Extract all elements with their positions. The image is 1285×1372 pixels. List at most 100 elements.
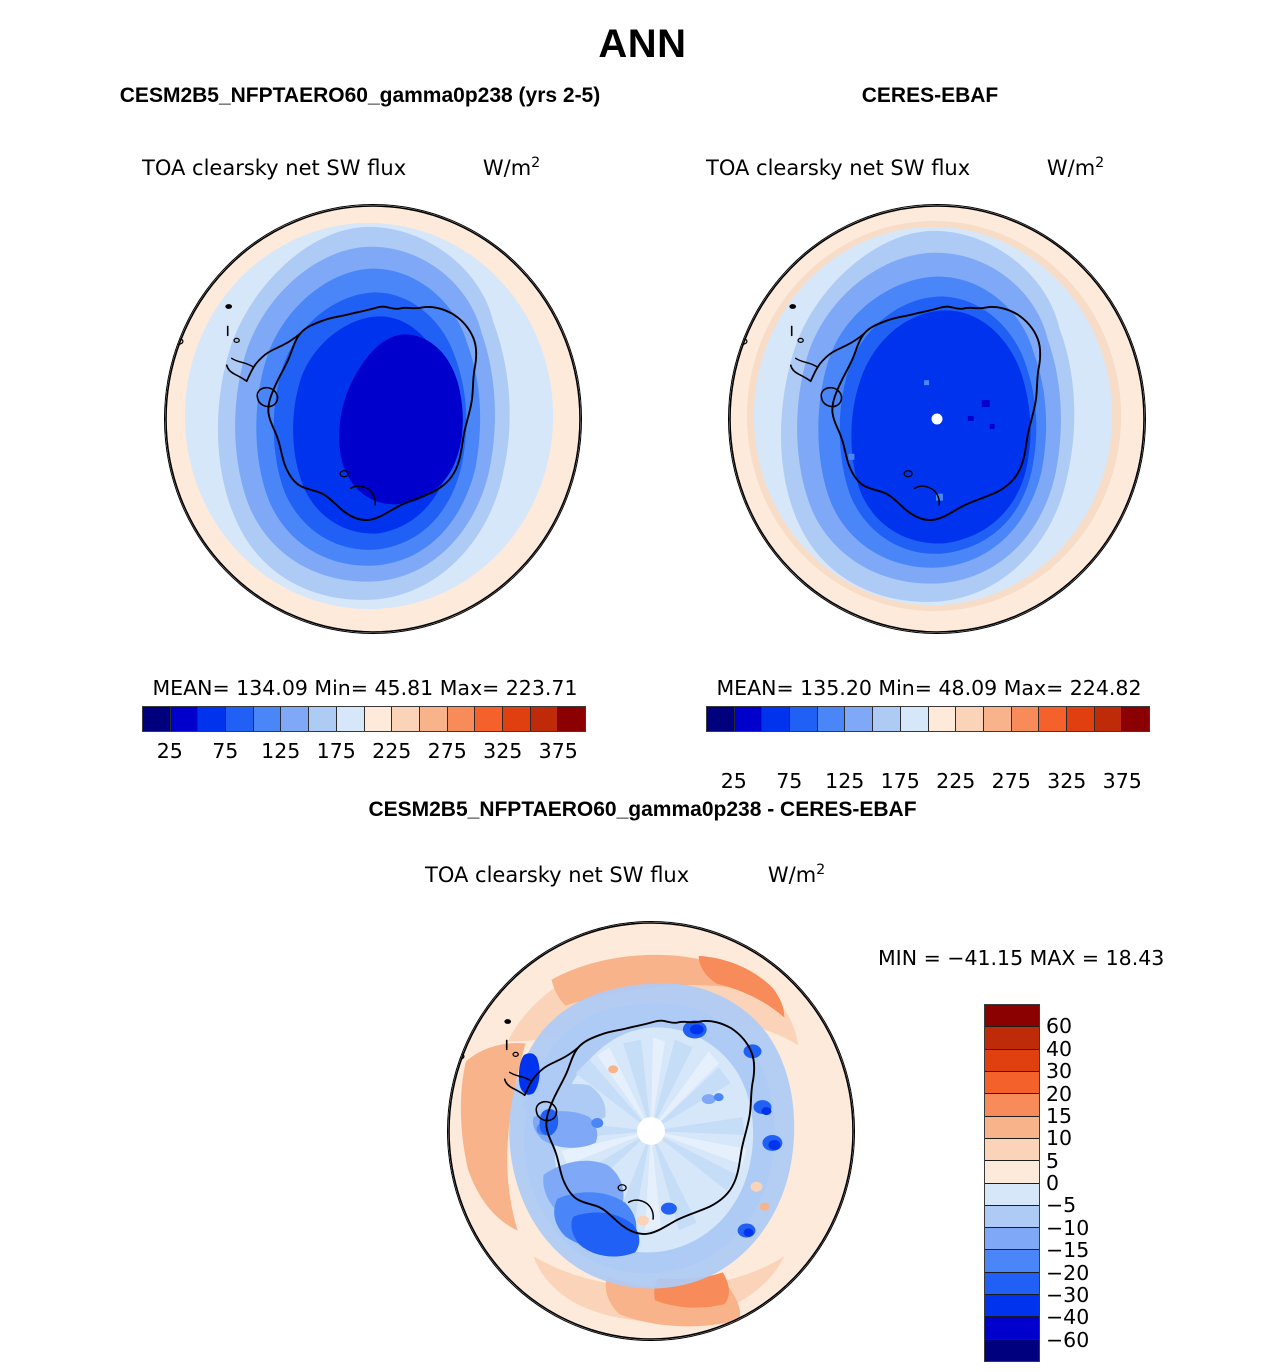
colorbar-tick-label: 60	[1046, 1014, 1073, 1039]
colorbar-tick-label: 20	[1046, 1081, 1073, 1106]
colorbar-tick-label: −15	[1046, 1238, 1090, 1263]
colorbar-cell	[985, 1228, 1039, 1251]
left-stats-line: MEAN= 134.09 Min= 45.81 Max= 223.71	[152, 676, 578, 700]
colorbar-cell	[985, 1116, 1039, 1139]
colorbar-cell	[900, 707, 929, 731]
left-field-label: TOA clearsky net SW flux	[142, 156, 407, 180]
right-colorbar-labels: 25 75 125 175 225 275 325 375	[706, 763, 1150, 793]
colorbar-tick-label: −20	[1046, 1260, 1090, 1285]
colorbar-cell	[475, 707, 503, 731]
colorbar-cell	[734, 707, 763, 731]
difference-colorbar-labels: 60 40 30 20 15 10 5 0 −5 −10 −15 −20 −30 −40 −60	[1046, 1004, 1142, 1362]
colorbar-cell	[281, 707, 310, 731]
colorbar-cell	[419, 707, 448, 731]
colorbar-cell	[392, 707, 420, 731]
left-panel-title: CESM2B5_NFPTAERO60_gamma0p238 (yrs 2-5)	[119, 84, 601, 107]
colorbar-cell	[956, 707, 984, 731]
colorbar-tick-label: −60	[1046, 1327, 1090, 1352]
colorbar-tick-label: 25	[720, 769, 747, 793]
colorbar-cell	[447, 707, 476, 731]
colorbar-cell	[143, 707, 171, 731]
colorbar-cell	[170, 707, 199, 731]
colorbar-tick-label: −30	[1046, 1282, 1090, 1307]
right-units-label: W/m2	[1046, 155, 1105, 180]
model-polar-map	[164, 204, 582, 634]
colorbar-cell	[762, 707, 791, 731]
colorbar-tick-label: 10	[1046, 1126, 1073, 1151]
colorbar-tick-label: 75	[776, 769, 803, 793]
colorbar-tick-label: −5	[1046, 1193, 1077, 1218]
colorbar-cell	[558, 707, 585, 731]
colorbar-cell	[1039, 707, 1067, 731]
colorbar-cell	[985, 1295, 1039, 1318]
colorbar-tick-label: 175	[316, 739, 356, 763]
colorbar-cell	[985, 1317, 1039, 1340]
colorbar-tick-label: 0	[1046, 1171, 1060, 1195]
colorbar-tick-label: 275	[991, 769, 1031, 793]
difference-colorbar-wrap: 60 40 30 20 15 10 5 0 −5 −10 −15 −20 −30 −40 −60	[984, 1004, 1144, 1362]
colorbar-cell	[1066, 707, 1095, 731]
colorbar-tick-label: 175	[880, 769, 920, 793]
colorbar-cell	[985, 1272, 1039, 1296]
colorbar-tick-label: 125	[261, 739, 301, 763]
colorbar-tick-label: 275	[427, 739, 467, 763]
colorbar-cell	[1094, 707, 1123, 731]
colorbar-tick-label: 25	[156, 739, 183, 763]
right-colorbar	[706, 706, 1150, 732]
colorbar-tick-label: 30	[1046, 1059, 1073, 1084]
colorbar-cell	[790, 707, 818, 731]
colorbar-cell	[985, 1094, 1039, 1117]
colorbar-cell	[1122, 707, 1149, 731]
colorbar-cell	[226, 707, 254, 731]
colorbar-tick-label: 75	[212, 739, 239, 763]
colorbar-tick-label: 325	[483, 739, 523, 763]
left-colorbar	[142, 706, 586, 732]
right-stats-line: MEAN= 135.20 Min= 48.09 Max= 224.82	[716, 676, 1142, 700]
colorbar-cell	[336, 707, 365, 731]
colorbar-tick-label: 40	[1046, 1036, 1073, 1061]
colorbar-tick-label: 125	[825, 769, 865, 793]
colorbar-tick-label: −40	[1046, 1305, 1090, 1330]
pole-data-hole	[931, 413, 943, 425]
difference-panel-title: CESM2B5_NFPTAERO60_gamma0p238 - CERES-EB…	[368, 798, 917, 821]
left-field-row: TOA clearsky net SW flux W/m2	[142, 155, 540, 180]
difference-polar-map	[447, 921, 855, 1341]
colorbar-tick-label: 5	[1046, 1148, 1060, 1173]
difference-colorbar	[984, 1004, 1040, 1362]
colorbar-tick-label: 225	[372, 739, 412, 763]
difference-field-label: TOA clearsky net SW flux	[425, 863, 690, 887]
colorbar-cell	[985, 1205, 1039, 1229]
left-units-label: W/m2	[482, 155, 541, 180]
colorbar-tick-label: 375	[1102, 769, 1142, 793]
left-colorbar-labels: 25 75 125 175 225 275 325 375	[142, 733, 586, 763]
right-field-label: TOA clearsky net SW flux	[706, 156, 971, 180]
colorbar-cell	[983, 707, 1012, 731]
difference-field-row: TOA clearsky net SW flux W/m2	[425, 862, 825, 887]
colorbar-cell	[707, 707, 735, 731]
colorbar-cell	[253, 707, 282, 731]
colorbar-cell	[985, 1250, 1039, 1273]
colorbar-cell	[928, 707, 957, 731]
colorbar-cell	[985, 1161, 1039, 1184]
colorbar-cell	[364, 707, 393, 731]
pole-data-hole	[637, 1117, 665, 1145]
colorbar-cell	[985, 1071, 1039, 1095]
colorbar-cell	[985, 1339, 1039, 1361]
model-map-svg	[165, 205, 581, 633]
obs-map-svg	[729, 205, 1145, 633]
colorbar-cell	[817, 707, 846, 731]
colorbar-cell	[985, 1005, 1039, 1028]
right-panel-title: CERES-EBAF	[861, 84, 999, 107]
colorbar-tick-label: 225	[936, 769, 976, 793]
colorbar-cell	[530, 707, 559, 731]
colorbar-tick-label: −10	[1046, 1215, 1090, 1240]
difference-map-svg	[448, 922, 854, 1340]
colorbar-cell	[873, 707, 901, 731]
colorbar-cell	[985, 1183, 1039, 1206]
colorbar-cell	[502, 707, 531, 731]
colorbar-tick-label: 375	[538, 739, 578, 763]
colorbar-cell	[1011, 707, 1040, 731]
difference-minmax-annotation: MIN = −41.15 MAX = 18.43	[878, 946, 1165, 970]
colorbar-tick-label: 15	[1046, 1103, 1073, 1128]
obs-polar-map	[728, 204, 1146, 634]
